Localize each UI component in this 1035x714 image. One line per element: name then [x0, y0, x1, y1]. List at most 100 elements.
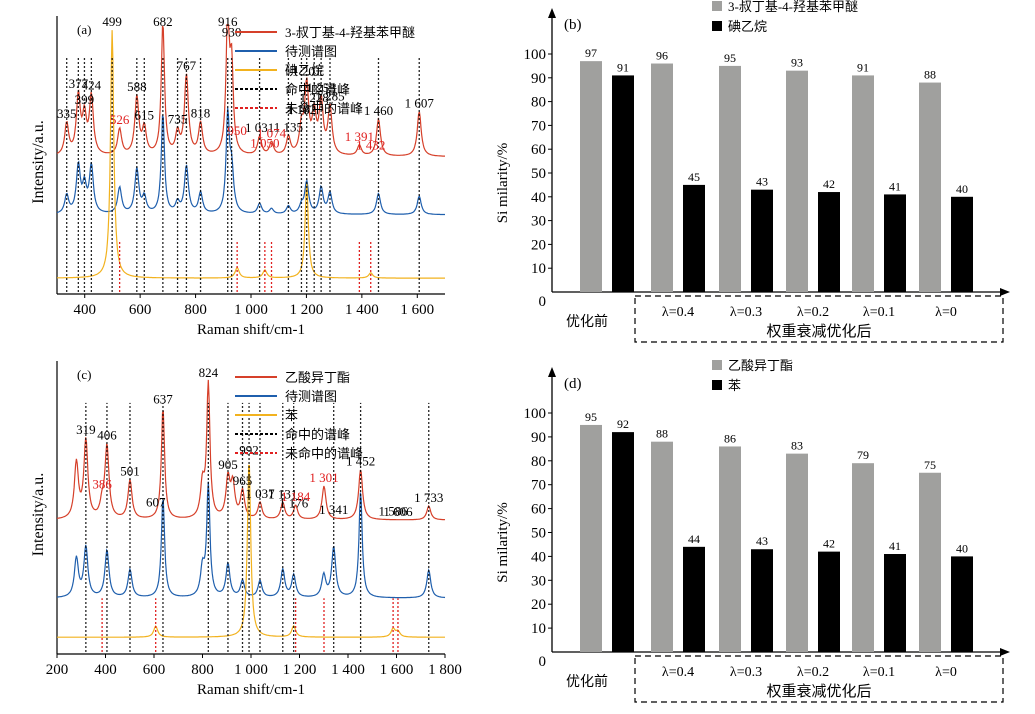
x-axis-label: Raman shift/cm-1	[197, 322, 305, 338]
x-tick-label: 400	[73, 302, 96, 318]
x-tick-label: 800	[184, 302, 207, 318]
peak-label: 615	[135, 108, 155, 123]
category-label: λ=0.4	[662, 665, 694, 680]
bar-value-label: 91	[617, 60, 629, 74]
x-axis-label: Raman shift/cm-1	[197, 682, 305, 698]
peak-label: 1 607	[405, 96, 435, 111]
peak-label: 1 301	[309, 470, 338, 485]
y-tick-label: 40	[531, 549, 546, 565]
legend-swatch	[712, 380, 722, 390]
peak-label: 424	[82, 77, 102, 92]
y-tick-label: 60	[531, 142, 546, 158]
peak-label: 499	[102, 14, 122, 29]
bar-value-label: 41	[889, 179, 901, 193]
x-tick-label: 800	[191, 662, 214, 678]
peak-label: 1 031	[245, 120, 274, 135]
bar-value-label: 43	[756, 175, 768, 189]
peak-label: 377	[69, 76, 89, 91]
peak-label: 965	[233, 473, 253, 488]
x-tick-label: 600	[129, 302, 152, 318]
bar	[818, 192, 840, 292]
bar-value-label: 44	[688, 532, 700, 546]
bar-value-label: 96	[656, 49, 668, 63]
panel-label: (a)	[77, 22, 91, 37]
y-tick-label: 20	[531, 237, 546, 253]
group-box	[634, 295, 1004, 343]
bar-value-label: 43	[756, 534, 768, 548]
x-tick-label: 1 800	[428, 662, 462, 678]
peak-label: 1 131	[268, 486, 297, 501]
bar-value-label: 88	[924, 68, 936, 82]
category-label: λ=0.1	[863, 665, 895, 680]
y-tick-label: 20	[531, 597, 546, 613]
category-label: λ=0.3	[730, 665, 762, 680]
bar-value-label: 93	[791, 56, 803, 70]
bar	[651, 63, 673, 292]
bar	[786, 70, 808, 292]
bar	[719, 65, 741, 293]
legend-label: 3-叔丁基-4-羟基苯甲醚	[728, 0, 858, 14]
bar	[919, 472, 941, 652]
legend-label: 苯	[285, 408, 298, 423]
bar-value-label: 97	[585, 46, 597, 60]
category-label: λ=0	[935, 305, 957, 320]
y-tick-label: 50	[531, 526, 546, 542]
y-tick-label: 30	[531, 214, 546, 230]
x-tick-label: 600	[143, 662, 166, 678]
legend-label: 乙酸异丁酯	[285, 370, 350, 385]
peak-label: 1 606	[383, 504, 413, 519]
bar	[683, 546, 705, 652]
peak-label: 1 176	[279, 495, 309, 510]
bar-value-label: 42	[823, 537, 835, 551]
x-tick-label: 1 200	[290, 302, 324, 318]
peak-label: 1 184	[281, 489, 311, 504]
category-label: λ=0.4	[662, 305, 694, 320]
legend-label: 未命中的谱峰	[285, 446, 363, 461]
bar-value-label: 40	[956, 541, 968, 555]
peak-label: 319	[76, 422, 96, 437]
bar	[786, 453, 808, 652]
x-tick-label: 1 400	[331, 662, 365, 678]
bar-value-label: 83	[791, 439, 803, 453]
bar	[919, 82, 941, 292]
bar-value-label: 40	[956, 182, 968, 196]
legend-label: 3-叔丁基-4-羟基苯甲醚	[285, 25, 415, 40]
bar	[951, 556, 973, 652]
bar	[580, 61, 602, 292]
legend-swatch	[712, 360, 722, 370]
bar-value-label: 95	[724, 51, 736, 65]
x-tick-label: 1 600	[380, 662, 414, 678]
peak-label: 1 037	[245, 486, 275, 501]
bar-value-label: 45	[688, 170, 700, 184]
peak-label: 1 050	[250, 135, 279, 150]
spectrum-line-2	[57, 30, 445, 279]
x-tick-label: 1 400	[345, 302, 379, 318]
spectrum-line-0	[56, 24, 445, 157]
bar	[884, 194, 906, 292]
bar	[612, 75, 634, 292]
bar-value-label: 91	[857, 60, 869, 74]
bar	[683, 184, 705, 292]
bar-value-label: 95	[585, 410, 597, 424]
peak-label: 1 135	[274, 119, 303, 134]
peak-label: 930	[222, 24, 242, 39]
bar	[580, 424, 602, 652]
bar-value-label: 75	[924, 458, 936, 472]
category-label: 优化前	[566, 673, 608, 690]
peak-label: 992	[239, 443, 259, 458]
panel-label: (b)	[564, 17, 582, 33]
y-tick-label: 10	[531, 621, 546, 637]
panel-label: (c)	[77, 367, 91, 382]
bar-value-label: 79	[857, 448, 869, 462]
group-label: 权重衰减优化后	[766, 323, 871, 340]
peak-label: 588	[127, 79, 147, 94]
y-tick-label: 90	[531, 71, 546, 87]
bar-value-label: 92	[617, 417, 629, 431]
bar	[719, 446, 741, 652]
spectrum-line-1	[56, 107, 445, 216]
category-label: λ=0.2	[797, 665, 829, 680]
x-tick-label: 200	[46, 662, 69, 678]
peak-label: 1 733	[414, 490, 443, 505]
spectrum-line-1	[56, 481, 446, 599]
legend-label: 苯	[728, 378, 741, 393]
